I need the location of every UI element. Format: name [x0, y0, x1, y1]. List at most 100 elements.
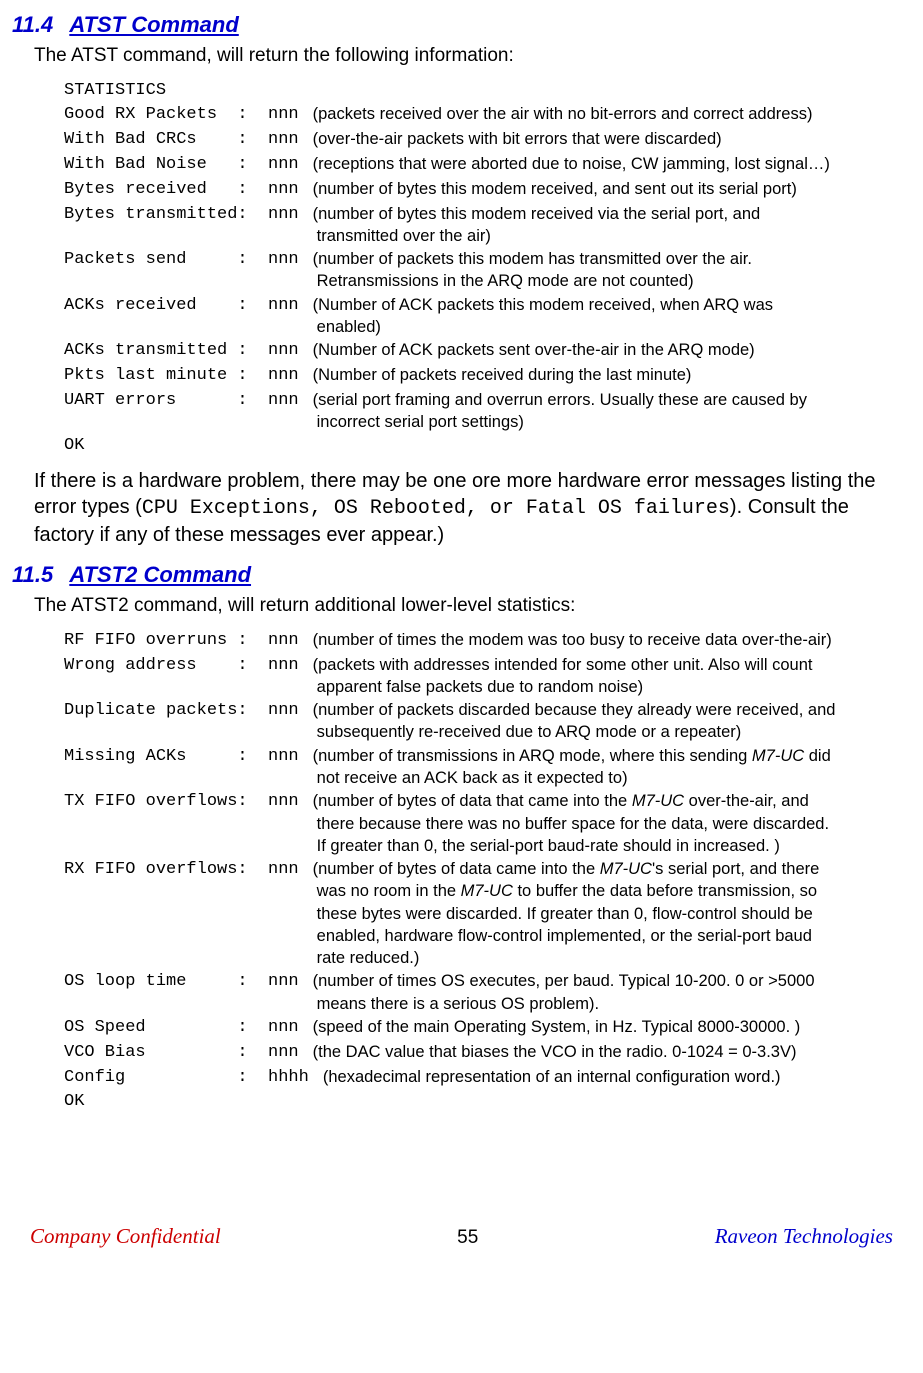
stat-row: UART errors : nnn (serial port framing a…	[64, 389, 895, 434]
stat-desc-line: enabled, hardware flow-control implement…	[317, 927, 812, 945]
stat-row: RF FIFO overruns : nnn (number of times …	[64, 629, 895, 653]
stat-desc: (hexadecimal representation of an intern…	[323, 1066, 781, 1088]
stat-row: VCO Bias : nnn (the DAC value that biase…	[64, 1041, 895, 1065]
section-11-5-heading: 11.5 ATST2 Command	[12, 562, 895, 588]
para-mono: CPU Exceptions, OS Rebooted, or Fatal OS…	[142, 497, 730, 520]
stat-desc-line: (serial port framing and overrun errors.…	[313, 391, 807, 409]
stat-row: RX FIFO overflows: nnn (number of bytes …	[64, 858, 895, 969]
stat-desc: (Number of ACK packets sent over-the-air…	[313, 339, 755, 361]
stat-desc-line: transmitted over the air)	[317, 227, 491, 245]
section-number: 11.5	[12, 562, 53, 587]
stat-label: Bytes transmitted: nnn	[64, 203, 299, 227]
stat-label: Config : hhhh	[64, 1066, 309, 1090]
stat-row: Good RX Packets : nnn (packets received …	[64, 103, 895, 127]
stat-desc-line: did	[804, 747, 831, 765]
section-11-4-heading: 11.4 ATST Command	[12, 12, 895, 38]
atst-stats-block: STATISTICS Good RX Packets : nnn (packet…	[64, 79, 895, 459]
stat-row: Bytes transmitted: nnn (number of bytes …	[64, 203, 895, 248]
stat-row: Bytes received : nnn (number of bytes th…	[64, 178, 895, 202]
stat-desc-line: rate reduced.)	[317, 949, 420, 967]
stat-desc: (packets with addresses intended for som…	[313, 654, 813, 699]
stat-label: RF FIFO overruns : nnn	[64, 629, 299, 653]
stat-desc: (number of bytes of data that came into …	[313, 790, 829, 857]
stat-desc: (number of bytes of data came into the M…	[313, 858, 820, 969]
stat-desc-line: (number of packets this modem has transm…	[313, 250, 752, 268]
atst-intro: The ATST command, will return the follow…	[34, 44, 895, 69]
stat-desc-line: to buffer the data before transmission, …	[513, 882, 817, 900]
stat-desc: (number of times OS executes, per baud. …	[313, 970, 815, 1015]
stat-desc: (serial port framing and overrun errors.…	[313, 389, 807, 434]
stats-ok: OK	[64, 434, 84, 458]
footer-company: Raveon Technologies	[715, 1224, 893, 1249]
stat-label: ACKs transmitted : nnn	[64, 339, 299, 363]
stat-row: With Bad Noise : nnn (receptions that we…	[64, 153, 895, 177]
stat-desc-line: 's serial port, and there	[652, 860, 819, 878]
footer-page-number: 55	[457, 1227, 478, 1249]
stat-label: OS Speed : nnn	[64, 1016, 299, 1040]
section-number: 11.4	[12, 12, 53, 37]
stat-desc-line: If greater than 0, the serial-port baud-…	[317, 837, 780, 855]
stat-row: Config : hhhh (hexadecimal representatio…	[64, 1066, 895, 1090]
stat-label: TX FIFO overflows: nnn	[64, 790, 299, 814]
stat-desc-line: subsequently re-received due to ARQ mode…	[317, 723, 742, 741]
stat-desc-italic: M7-UC	[461, 882, 513, 900]
stat-desc: (Number of ACK packets this modem receiv…	[313, 294, 773, 339]
stat-label: VCO Bias : nnn	[64, 1041, 299, 1065]
stat-desc-line: (packets with addresses intended for som…	[313, 656, 813, 674]
stat-desc-line: these bytes were discarded. If greater t…	[317, 905, 813, 923]
stat-label: RX FIFO overflows: nnn	[64, 858, 299, 882]
stat-label: Duplicate packets: nnn	[64, 699, 299, 723]
stat-desc-line: (number of transmissions in ARQ mode, wh…	[313, 747, 752, 765]
stat-desc-italic: M7-UC	[752, 747, 804, 765]
stat-label: Wrong address : nnn	[64, 654, 299, 678]
stat-desc: (Number of packets received during the l…	[313, 364, 692, 386]
stat-row: Packets send : nnn (number of packets th…	[64, 248, 895, 293]
stat-row: OS loop time : nnn (number of times OS e…	[64, 970, 895, 1015]
stat-label: Bytes received : nnn	[64, 178, 299, 202]
stat-row: OS Speed : nnn (speed of the main Operat…	[64, 1016, 895, 1040]
stat-label: ACKs received : nnn	[64, 294, 299, 318]
section-title: ATST Command	[69, 12, 238, 37]
section-title: ATST2 Command	[69, 562, 251, 587]
stats-ok: OK	[64, 1090, 84, 1114]
stat-desc-line: Retransmissions in the ARQ mode are not …	[317, 272, 694, 290]
stat-desc-line: over-the-air, and	[684, 792, 809, 810]
stat-label: With Bad Noise : nnn	[64, 153, 299, 177]
stat-desc-line: there because there was no buffer space …	[317, 815, 829, 833]
stat-label: With Bad CRCs : nnn	[64, 128, 299, 152]
stat-row: ACKs transmitted : nnn (Number of ACK pa…	[64, 339, 895, 363]
hardware-error-para: If there is a hardware problem, there ma…	[34, 468, 895, 548]
stat-desc-line: apparent false packets due to random noi…	[317, 678, 644, 696]
stat-desc: (number of packets this modem has transm…	[313, 248, 752, 293]
stat-desc-line: (Number of ACK packets this modem receiv…	[313, 296, 773, 314]
stat-row: Duplicate packets: nnn (number of packet…	[64, 699, 895, 744]
stats-header: STATISTICS	[64, 79, 166, 103]
stat-label: Pkts last minute : nnn	[64, 364, 299, 388]
stat-label: Packets send : nnn	[64, 248, 299, 272]
atst2-stats-block: RF FIFO overruns : nnn (number of times …	[64, 629, 895, 1114]
stat-desc: (speed of the main Operating System, in …	[313, 1016, 801, 1038]
stat-desc-line: was no room in the	[317, 882, 461, 900]
stat-row: Missing ACKs : nnn (number of transmissi…	[64, 745, 895, 790]
stat-desc: (receptions that were aborted due to noi…	[313, 153, 830, 175]
stat-desc: (over-the-air packets with bit errors th…	[313, 128, 722, 150]
footer-confidential: Company Confidential	[30, 1224, 221, 1249]
stat-desc-italic: M7-UC	[600, 860, 652, 878]
stat-desc-line: means there is a serious OS problem).	[317, 995, 599, 1013]
stat-row: ACKs received : nnn (Number of ACK packe…	[64, 294, 895, 339]
stat-desc: (number of packets discarded because the…	[313, 699, 836, 744]
stat-desc-line: (number of bytes this modem received via…	[313, 205, 761, 223]
stat-desc: (number of transmissions in ARQ mode, wh…	[313, 745, 831, 790]
stat-label: UART errors : nnn	[64, 389, 299, 413]
stat-desc-line: (number of bytes of data came into the	[313, 860, 600, 878]
stat-desc: (number of bytes this modem received, an…	[313, 178, 797, 200]
stat-row: Pkts last minute : nnn (Number of packet…	[64, 364, 895, 388]
stat-desc: (number of times the modem was too busy …	[313, 629, 832, 651]
atst2-intro: The ATST2 command, will return additiona…	[34, 594, 895, 619]
stat-desc-line: (number of packets discarded because the…	[313, 701, 836, 719]
stat-desc-line: (number of times OS executes, per baud. …	[313, 972, 815, 990]
stat-row: With Bad CRCs : nnn (over-the-air packet…	[64, 128, 895, 152]
stat-label: Good RX Packets : nnn	[64, 103, 299, 127]
stat-desc: (number of bytes this modem received via…	[313, 203, 761, 248]
stat-label: OS loop time : nnn	[64, 970, 299, 994]
